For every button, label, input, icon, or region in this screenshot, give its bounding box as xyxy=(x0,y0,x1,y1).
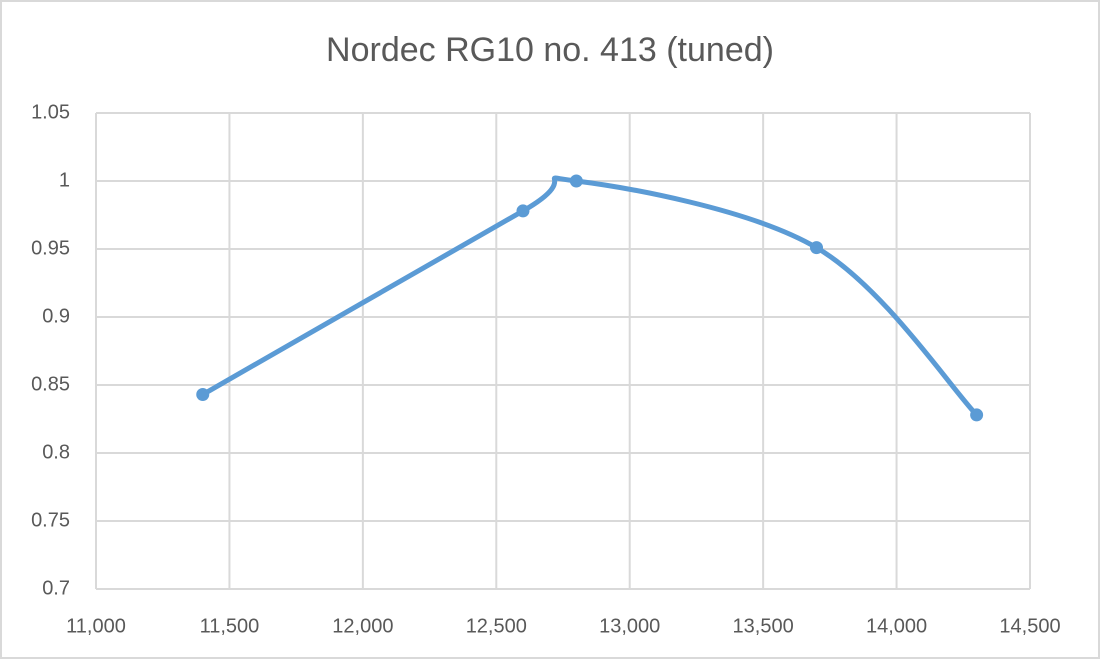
y-tick-label: 0.8 xyxy=(42,441,70,463)
data-point xyxy=(516,204,530,218)
y-tick-label: 0.75 xyxy=(31,509,70,531)
x-tick-label: 11,500 xyxy=(200,615,260,637)
x-tick-label: 13,000 xyxy=(599,615,660,637)
x-tick-label: 14,000 xyxy=(866,615,927,637)
data-point xyxy=(810,241,824,255)
x-tick-label: 11,000 xyxy=(66,615,126,637)
x-tick-label: 12,000 xyxy=(332,615,393,637)
x-tick-label: 12,500 xyxy=(466,615,527,637)
x-tick-label: 14,500 xyxy=(999,615,1060,637)
y-tick-label: 0.95 xyxy=(31,237,70,259)
x-tick-label: 13,500 xyxy=(733,615,794,637)
y-tick-label: 0.7 xyxy=(42,577,70,599)
data-point xyxy=(196,388,210,402)
data-point xyxy=(970,408,984,422)
y-tick-label: 1 xyxy=(59,169,70,191)
data-point xyxy=(569,174,583,188)
y-tick-label: 1.05 xyxy=(31,101,70,123)
chart-title: Nordec RG10 no. 413 (tuned) xyxy=(326,31,774,69)
y-tick-label: 0.85 xyxy=(31,373,70,395)
y-tick-label: 0.9 xyxy=(42,305,70,327)
